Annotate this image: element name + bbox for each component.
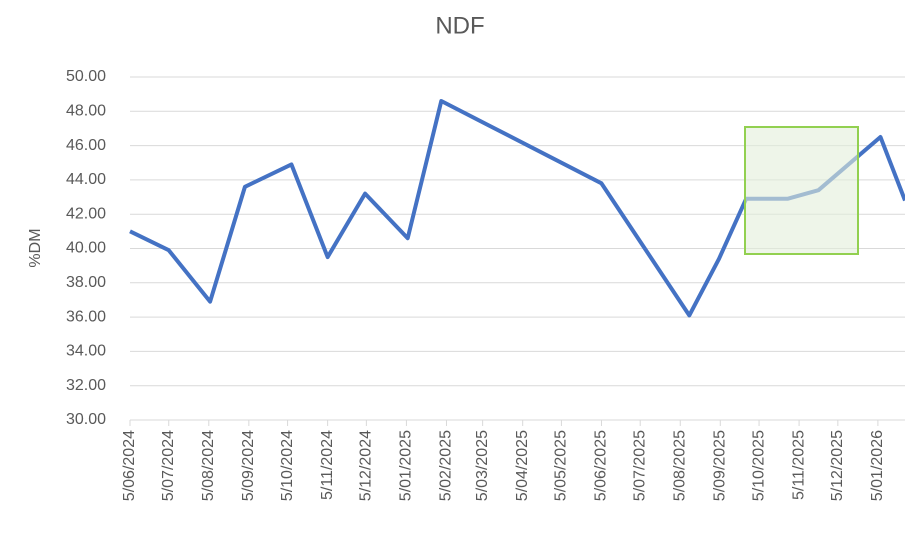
y-tick-label: 40.00 [66, 240, 106, 257]
y-tick-label: 36.00 [66, 308, 106, 325]
x-tick-label: 5/01/2025 [398, 430, 415, 501]
y-tick-label: 42.00 [66, 205, 106, 222]
y-tick-label: 50.00 [66, 68, 106, 85]
y-tick-label: 30.00 [66, 411, 106, 428]
y-tick-label: 44.00 [66, 171, 106, 188]
y-tick-label: 48.00 [66, 103, 106, 120]
y-axis-label: %DM [27, 228, 44, 267]
x-tick-label: 5/08/2025 [671, 430, 688, 501]
x-tick-label: 5/10/2025 [750, 430, 767, 501]
x-tick-label: 5/11/2025 [790, 430, 807, 500]
x-tick-label: 5/03/2025 [474, 430, 491, 501]
x-tick-label: 5/06/2024 [121, 430, 138, 501]
x-tick-label: 5/12/2024 [358, 430, 375, 501]
x-tick-label: 5/09/2025 [712, 430, 729, 501]
x-tick-label: 5/05/2025 [553, 430, 570, 501]
x-tick-label: 5/06/2025 [593, 430, 610, 501]
y-tick-label: 34.00 [66, 343, 106, 360]
x-tick-label: 5/09/2024 [240, 430, 257, 501]
y-tick-label: 32.00 [66, 377, 106, 394]
x-tick-label: 5/07/2024 [160, 430, 177, 501]
x-tick-label: 5/07/2025 [631, 430, 648, 501]
x-tick-label: 5/02/2025 [438, 430, 455, 501]
y-tick-label: 46.00 [66, 137, 106, 154]
x-tick-label: 5/11/2024 [319, 430, 336, 500]
x-tick-label: 5/10/2024 [279, 430, 296, 501]
y-tick-label: 38.00 [66, 274, 106, 291]
plot-area: 30.00 32.00 34.00 36.00 38.00 40.00 42.00 44.00… [66, 68, 905, 501]
x-tick-label: 5/01/2026 [869, 430, 886, 501]
highlight-box [744, 126, 859, 255]
chart-title: NDF [435, 12, 484, 39]
x-tick-label: 5/12/2025 [829, 430, 846, 501]
x-tick-label: 5/08/2024 [200, 430, 217, 501]
x-tick-label: 5/04/2025 [514, 430, 531, 501]
